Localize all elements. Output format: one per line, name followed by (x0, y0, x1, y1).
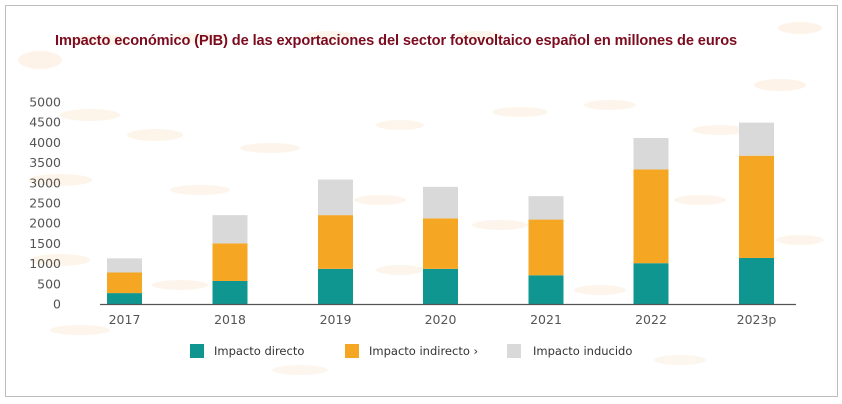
texture-blob (778, 22, 822, 34)
bar-segment-directo-2019 (318, 268, 353, 304)
texture-blob (272, 365, 328, 375)
texture-blob (584, 100, 636, 110)
bar-segment-indirecto-2018 (212, 243, 248, 281)
x-tick-label: 2018 (214, 312, 246, 327)
bar-segment-directo-2017 (107, 293, 142, 304)
texture-blob (18, 51, 62, 69)
texture-blob (170, 185, 230, 195)
bar-segment-inducido-2023p (739, 122, 774, 156)
bar-segment-inducido-2020 (423, 186, 458, 219)
y-tick-label: 1000 (29, 256, 61, 271)
texture-blob (472, 220, 528, 230)
x-tick-label: 2020 (425, 312, 457, 327)
texture-blob (674, 195, 726, 205)
texture-blob (30, 254, 90, 266)
bar-segment-directo-2021 (528, 275, 564, 304)
bar-segment-indirecto-2023p (739, 155, 774, 258)
bar-segment-indirecto-2020 (423, 218, 458, 269)
texture-blob (376, 120, 424, 130)
legend: Impacto directo Impacto indirecto › Impa… (0, 341, 842, 361)
texture-blob (172, 33, 228, 43)
bar-segment-directo-2023p (739, 257, 774, 304)
legend-label-directo: Impacto directo (214, 344, 305, 358)
texture-blob (240, 143, 300, 153)
texture-blob (127, 129, 183, 141)
legend-item-indirecto: Impacto indirecto › (345, 341, 478, 361)
bar-segment-directo-2020 (423, 268, 458, 304)
bar-segment-inducido-2021 (528, 196, 564, 220)
y-tick-label: 4500 (29, 115, 61, 130)
y-tick-label: 4000 (29, 135, 61, 150)
texture-blob (152, 280, 208, 290)
texture-blob (304, 31, 356, 41)
y-tick-label: 2000 (29, 216, 61, 231)
texture-blob (492, 107, 548, 117)
bar-segment-inducido-2019 (318, 179, 353, 216)
texture-blob (28, 174, 92, 186)
texture-blob (654, 355, 706, 365)
y-axis-ticks: 0 500 1000 1500 2000 2500 3000 3500 4000 4500 5000 (29, 95, 61, 312)
legend-swatch-directo (190, 344, 204, 358)
y-tick-label: 2500 (29, 196, 61, 211)
bars (107, 122, 774, 304)
bar-segment-indirecto-2017 (107, 272, 142, 294)
y-tick-label: 500 (37, 276, 61, 291)
bar-segment-inducido-2017 (107, 258, 142, 273)
x-tick-label: 2017 (109, 312, 141, 327)
legend-swatch-inducido (507, 344, 521, 358)
legend-label-inducido: Impacto inducido (533, 344, 633, 358)
x-axis-labels: 2017 2018 2019 2020 2021 2022 2023p (109, 312, 777, 327)
y-tick-label: 5000 (29, 95, 61, 110)
background-texture (18, 22, 824, 375)
texture-blob (692, 125, 748, 135)
y-tick-label: 1500 (29, 236, 61, 251)
chart-title: Impacto económico (PIB) de las exportaci… (55, 33, 738, 49)
texture-blob (776, 235, 824, 245)
x-tick-label: 2019 (320, 312, 352, 327)
legend-item-inducido: Impacto inducido (507, 341, 632, 361)
legend-swatch-indirecto (345, 344, 359, 358)
texture-blob (574, 285, 626, 295)
x-tick-label: 2023p (737, 312, 777, 327)
x-tick-label: 2022 (635, 312, 667, 327)
y-tick-label: 3500 (29, 155, 61, 170)
texture-blob (354, 195, 406, 205)
texture-blob (60, 109, 120, 121)
texture-blob (50, 325, 110, 335)
bar-segment-indirecto-2019 (318, 215, 353, 269)
legend-label-indirecto: Impacto indirecto › (369, 344, 479, 358)
y-tick-label: 3000 (29, 175, 61, 190)
texture-blob (376, 265, 424, 275)
y-tick-label: 0 (53, 297, 61, 312)
bar-segment-inducido-2022 (633, 137, 669, 170)
bar-segment-directo-2018 (212, 280, 248, 304)
bar-segment-indirecto-2022 (633, 169, 669, 264)
texture-blob (70, 35, 130, 45)
texture-blob (754, 79, 806, 91)
legend-item-directo: Impacto directo (190, 341, 304, 361)
bar-segment-inducido-2018 (212, 215, 248, 244)
x-tick-label: 2021 (530, 312, 562, 327)
texture-blob (456, 31, 504, 41)
bar-segment-directo-2022 (633, 263, 669, 304)
bar-segment-indirecto-2021 (528, 219, 564, 276)
